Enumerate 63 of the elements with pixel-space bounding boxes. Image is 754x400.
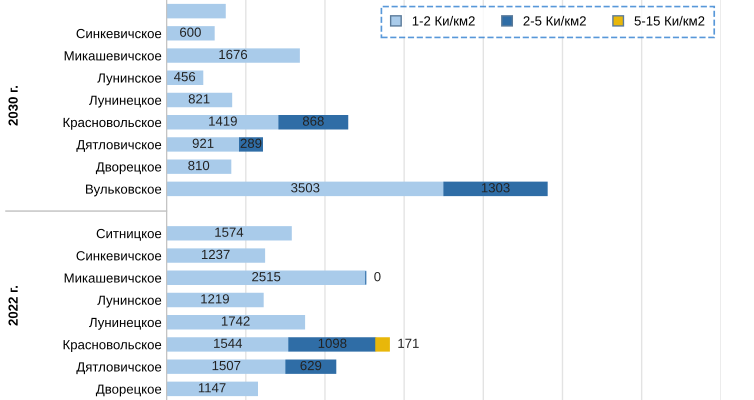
legend-label: 1-2 Ки/км2 bbox=[412, 16, 475, 26]
data-label: 810 bbox=[188, 160, 210, 170]
bar bbox=[166, 137, 240, 152]
data-label: 821 bbox=[188, 94, 210, 104]
bar bbox=[166, 315, 306, 330]
data-label: 1507 bbox=[212, 360, 240, 370]
y-tick-label: Синкевичское bbox=[76, 28, 162, 38]
bar bbox=[166, 159, 232, 174]
y-tick-label: Микашевичское bbox=[64, 273, 162, 283]
bar bbox=[166, 292, 264, 308]
bar bbox=[166, 226, 292, 241]
y-tick-label: Вульковское bbox=[86, 184, 162, 196]
y-tick-label: Красновольское bbox=[64, 340, 162, 352]
data-label: 868 bbox=[302, 116, 324, 126]
data-label: 1574 bbox=[215, 228, 244, 237]
data-label: 171 bbox=[398, 338, 419, 348]
y-tick-label: Дворецкое bbox=[96, 162, 162, 174]
bar bbox=[166, 270, 366, 285]
legend-label: 5-15 Ки/км2 bbox=[634, 16, 704, 26]
data-label: 1237 bbox=[202, 250, 230, 260]
bar bbox=[166, 182, 445, 196]
data-label: 1303 bbox=[482, 183, 510, 192]
bar bbox=[166, 4, 226, 18]
data-label: 1419 bbox=[209, 116, 237, 126]
data-label: 1219 bbox=[201, 294, 229, 304]
y-tick-label: Дятловичское bbox=[76, 140, 162, 152]
bar bbox=[166, 382, 258, 396]
data-label: 2515 bbox=[252, 272, 280, 282]
y-tick-label: Лунинское bbox=[97, 73, 162, 86]
data-label: 289 bbox=[240, 138, 262, 148]
y-tick-label: Дятловичское bbox=[76, 362, 162, 374]
y-tick-label: Лунинецкое bbox=[89, 96, 162, 108]
data-label: 1544 bbox=[214, 338, 242, 348]
bar bbox=[166, 359, 286, 374]
y-tick-label: Синкевичское bbox=[76, 251, 162, 260]
data-label: 921 bbox=[192, 138, 214, 148]
data-label: 1147 bbox=[198, 383, 226, 392]
data-label: 600 bbox=[180, 28, 201, 37]
y-tick-label: Микашевичское bbox=[64, 51, 162, 60]
data-label: 1742 bbox=[222, 316, 250, 326]
bar bbox=[166, 337, 290, 352]
bar bbox=[166, 115, 280, 130]
bar bbox=[285, 359, 336, 374]
data-label: 456 bbox=[174, 72, 196, 82]
y-tick-label: Лунинецкое bbox=[89, 318, 162, 330]
y-tick-label: Лунинское bbox=[97, 296, 162, 308]
bar bbox=[278, 115, 348, 130]
data-label: 1098 bbox=[318, 338, 346, 348]
data-label: 629 bbox=[300, 360, 322, 370]
bar bbox=[443, 182, 548, 196]
bar bbox=[166, 248, 266, 263]
bar bbox=[375, 337, 390, 352]
bar bbox=[166, 48, 300, 63]
text: 2022 г. bbox=[8, 286, 18, 326]
y-tick-label: Дворецкое bbox=[96, 384, 162, 396]
data-label: 1676 bbox=[219, 50, 248, 60]
data-label: 3503 bbox=[291, 183, 320, 192]
bar bbox=[288, 337, 376, 352]
text: 2030 г. bbox=[8, 86, 18, 126]
y-tick-label: Красновольское bbox=[64, 118, 162, 130]
y-tick-label: Ситницкое bbox=[96, 228, 162, 241]
data-label: 0 bbox=[374, 272, 381, 282]
legend-label: 2-5 Ки/км2 bbox=[524, 16, 586, 26]
